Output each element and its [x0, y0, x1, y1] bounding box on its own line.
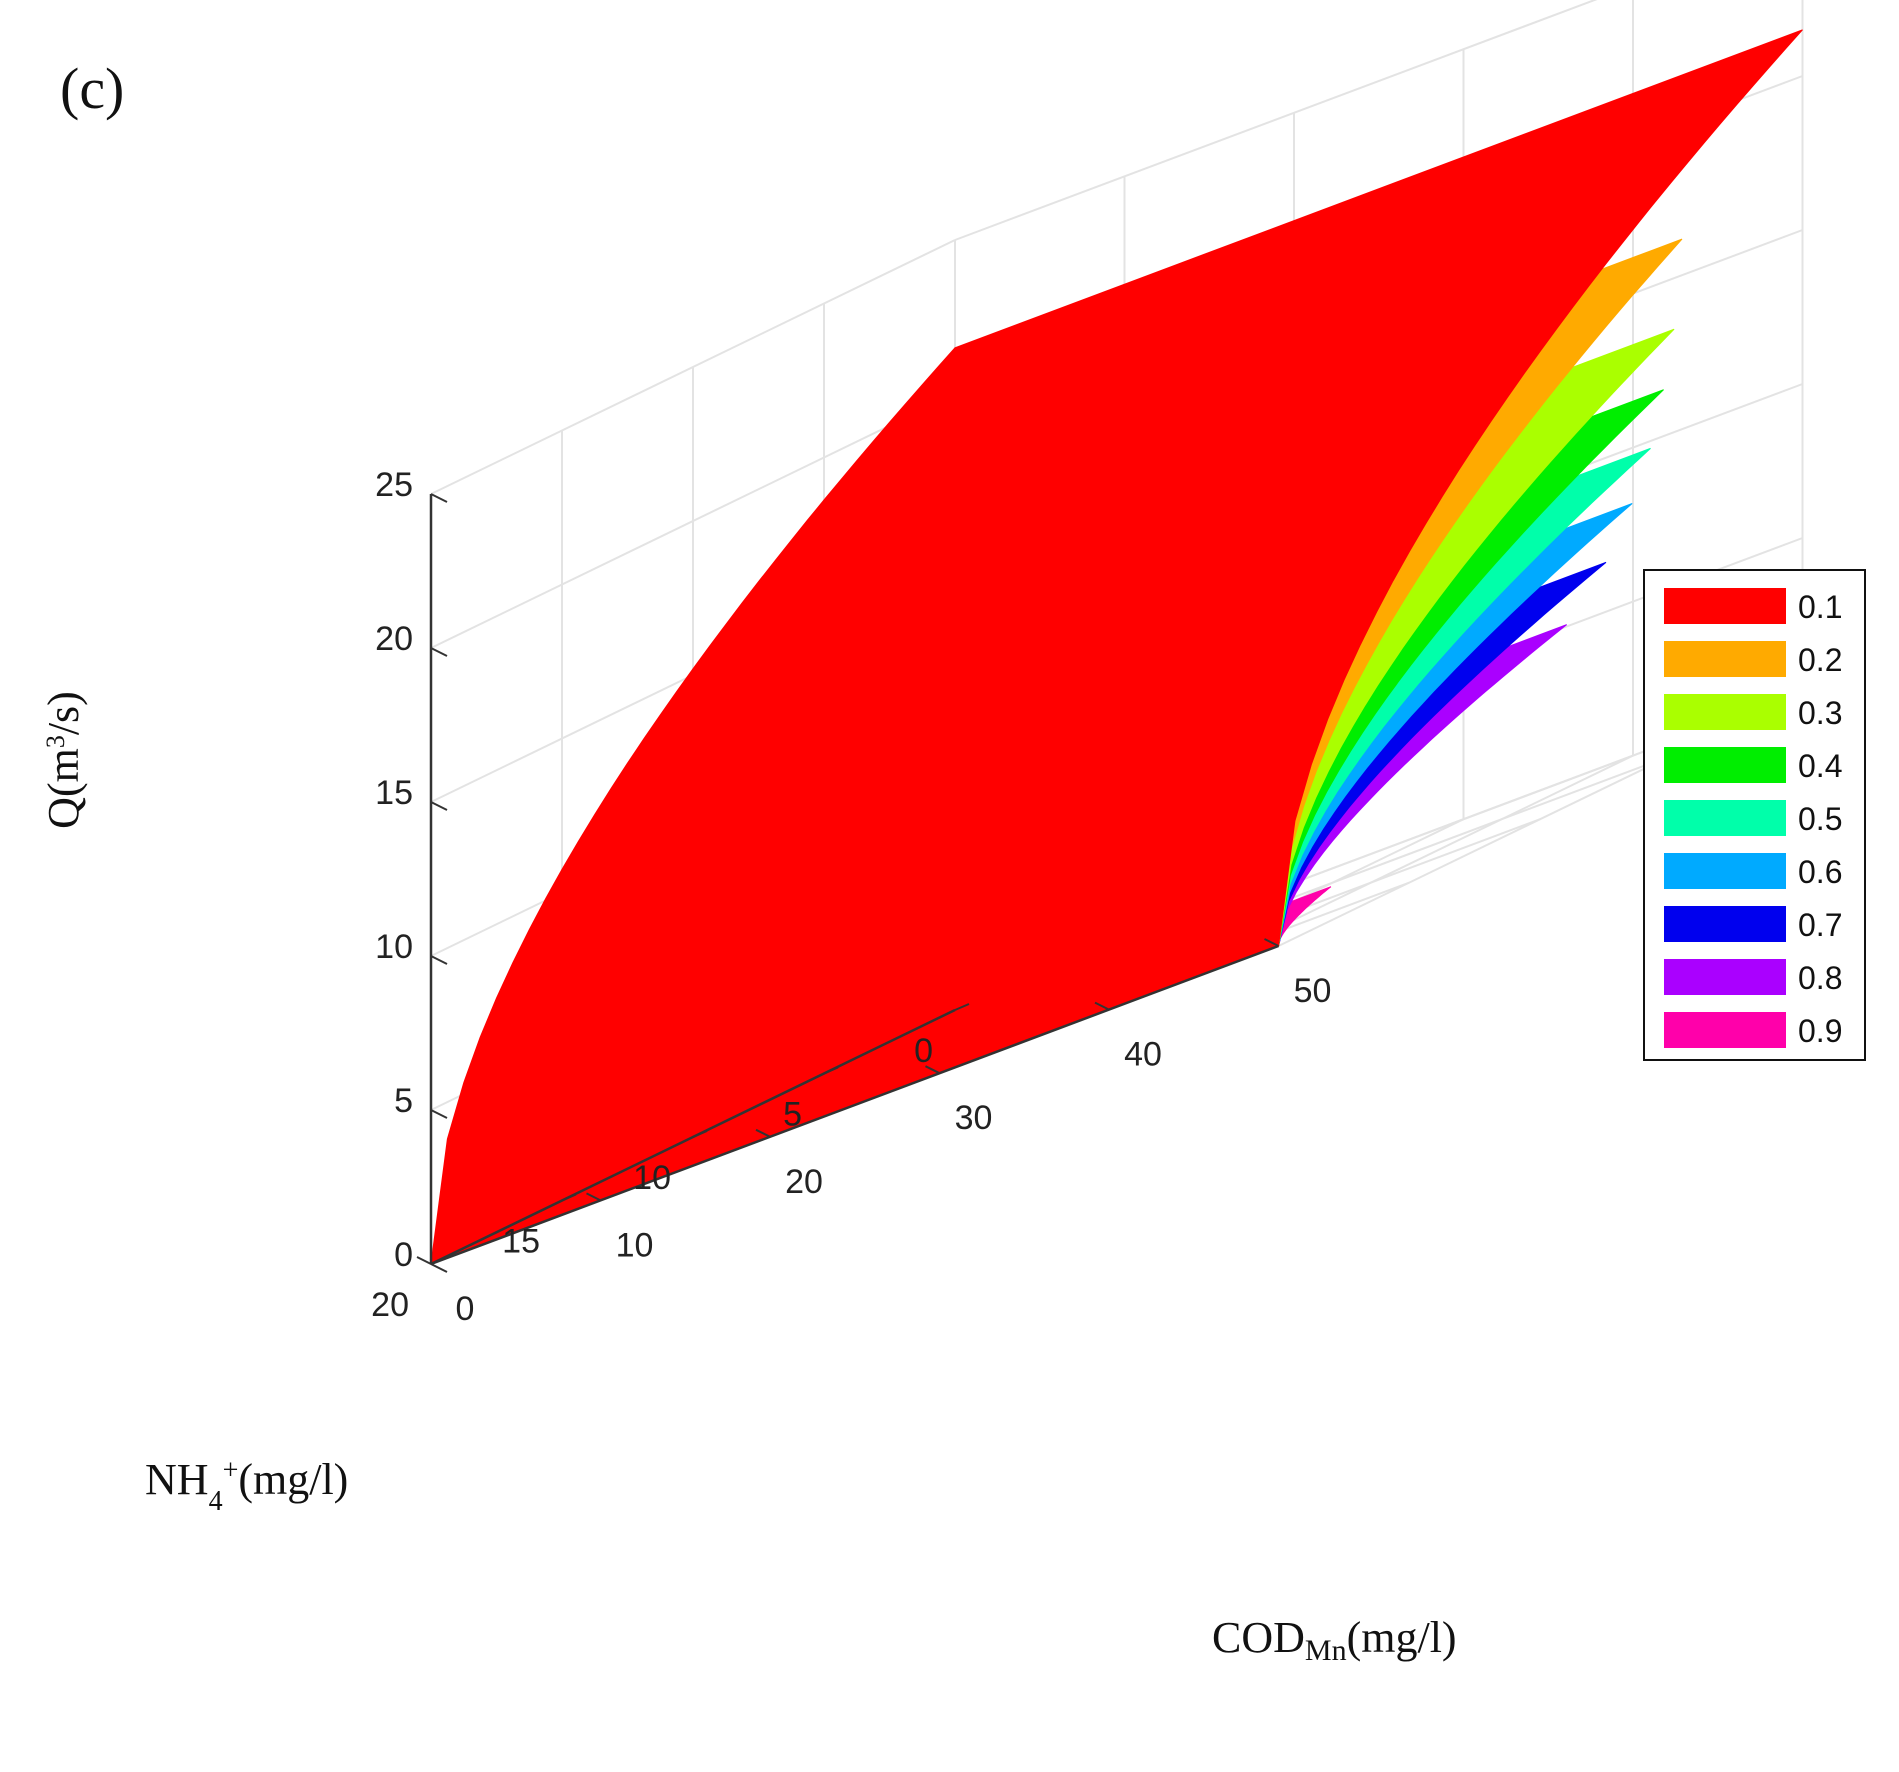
legend-entry: 0.4 [1798, 748, 1842, 784]
y-axis-label: CODMn(mg/l) [1212, 1613, 1457, 1667]
x-tick-label: 5 [783, 1096, 802, 1134]
y-tick-label: 10 [616, 1226, 654, 1264]
z-tick [430, 801, 448, 811]
z-tick [430, 1109, 448, 1119]
tick-labels: 0 5 10 15 20 25 0 5 10 15 20 0 10 20 30 40 50 [371, 466, 1331, 1328]
y-tick-label: 20 [785, 1163, 823, 1201]
legend-entry: 0.9 [1798, 1013, 1842, 1049]
z-tick-label: 15 [375, 774, 413, 812]
x-tick-label: 20 [371, 1286, 409, 1324]
legend-swatch [1664, 747, 1786, 783]
legend-entry: 0.6 [1798, 854, 1842, 890]
grid-line [430, 393, 956, 649]
x-tick-label: 10 [633, 1159, 671, 1197]
x-tick [954, 1003, 970, 1011]
legend-swatch [1664, 641, 1786, 677]
legend-swatch [1664, 853, 1786, 889]
legend-swatch [1664, 906, 1786, 942]
x-tick [823, 1066, 839, 1075]
y-axis-line [430, 944, 1279, 1266]
z-tick-label: 25 [375, 466, 413, 504]
y-tick-label: 30 [955, 1099, 993, 1137]
y-tick [416, 1256, 432, 1265]
legend-swatch [1664, 588, 1786, 624]
z-tick-label: 20 [375, 620, 413, 658]
z-tick-label: 5 [394, 1082, 413, 1120]
legend-entry: 0.1 [1798, 589, 1842, 625]
z-tick-label: 0 [394, 1236, 413, 1274]
y-tick-label: 40 [1124, 1036, 1162, 1074]
legend-swatch [1664, 959, 1786, 995]
x-tick [430, 1257, 446, 1265]
y-tick [1094, 1001, 1110, 1011]
x-tick [561, 1193, 577, 1202]
z-tick-label: 10 [375, 928, 413, 966]
axes [416, 493, 1279, 1273]
legend-entry: 0.7 [1798, 907, 1842, 943]
legend-entry: 0.3 [1798, 695, 1842, 731]
y-tick [925, 1065, 940, 1075]
y-tick-label: 0 [456, 1290, 475, 1328]
z-tick [430, 493, 448, 503]
x-tick-label: 0 [914, 1032, 933, 1070]
z-tick [430, 1263, 448, 1273]
z-tick [430, 955, 448, 965]
legend-swatch [1664, 694, 1786, 730]
surfaces [430, 29, 1803, 1265]
z-tick [430, 647, 448, 657]
legend-entry: 0.8 [1798, 960, 1842, 996]
x-tick [692, 1130, 708, 1138]
y-tick [1264, 938, 1279, 947]
legend-entry: 0.5 [1798, 801, 1842, 837]
legend: 0.1 0.2 0.3 0.4 0.5 0.6 0.7 0.8 0.9 [1643, 569, 1866, 1061]
x-tick-label: 15 [502, 1223, 540, 1261]
legend-swatch [1664, 800, 1786, 836]
y-tick-label: 50 [1294, 972, 1332, 1010]
surface-0.1 [430, 29, 1803, 1265]
grid-line [954, 0, 1598, 241]
y-tick [755, 1128, 771, 1138]
y-tick [586, 1192, 601, 1202]
grid-line [430, 239, 956, 495]
panel-label: (c) [60, 56, 124, 121]
x-axis-label: NH4+(mg/l) [145, 1455, 348, 1517]
legend-entry: 0.2 [1798, 642, 1842, 678]
z-axis-label: Q(m3/s) [39, 691, 88, 829]
legend-swatch [1664, 1012, 1786, 1048]
